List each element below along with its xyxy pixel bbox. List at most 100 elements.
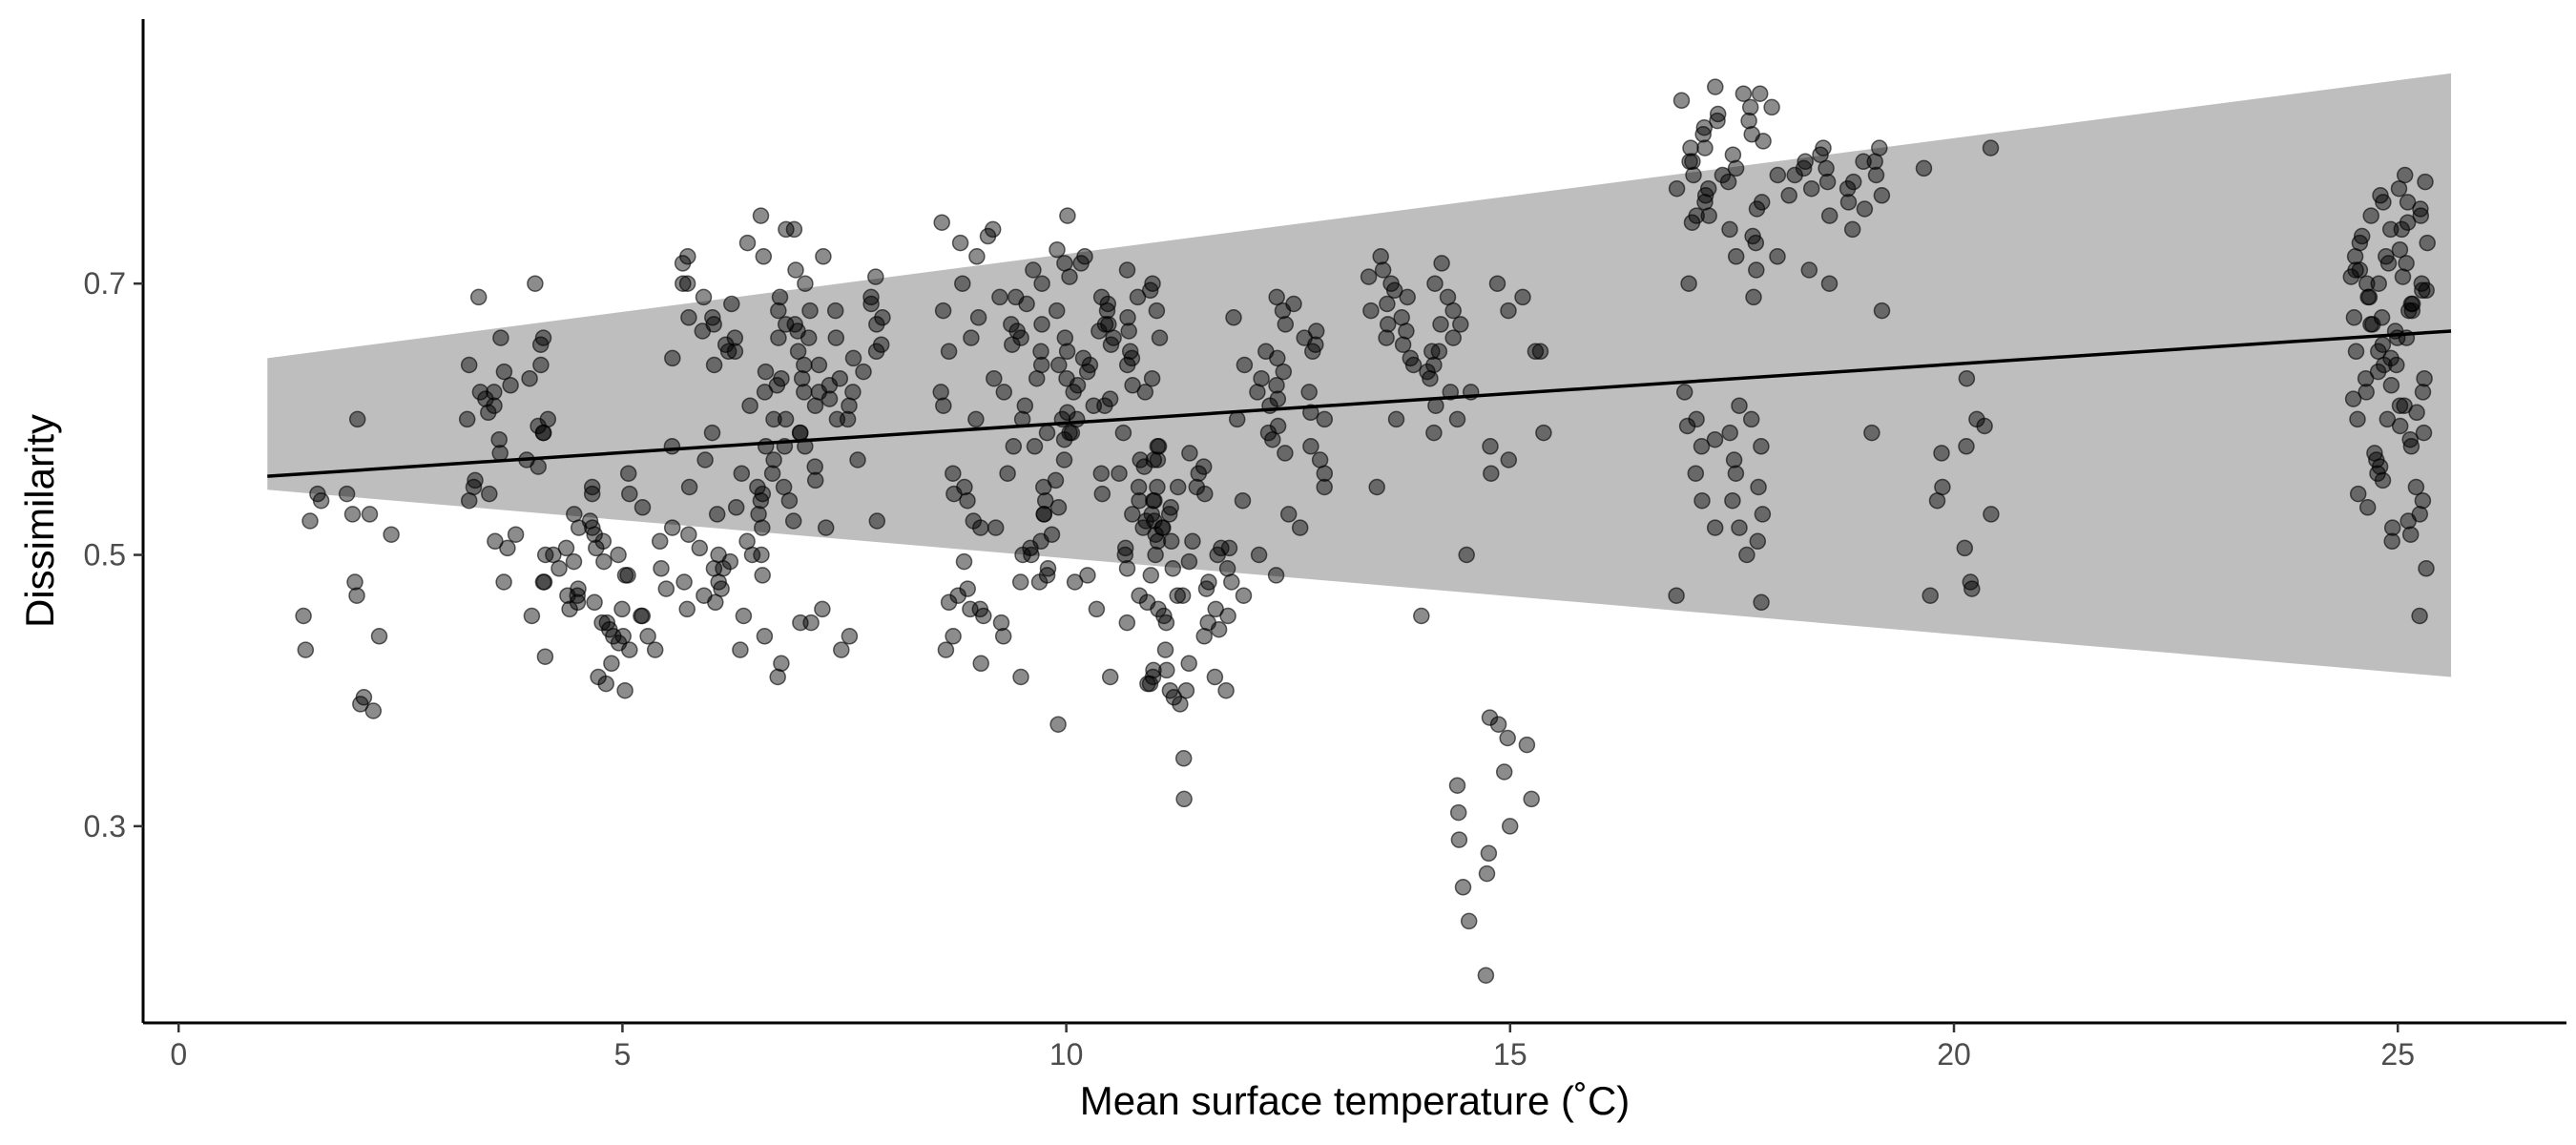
data-point <box>1843 220 1861 239</box>
data-point <box>678 600 696 618</box>
data-point <box>1745 288 1762 306</box>
data-point <box>1154 519 1172 536</box>
data-point <box>583 485 601 503</box>
data-point <box>2383 519 2401 536</box>
data-point <box>531 336 550 353</box>
y-axis-title: Dissimilarity <box>17 414 62 628</box>
data-point <box>945 485 963 503</box>
data-point <box>797 275 814 292</box>
data-point <box>1234 491 1252 510</box>
data-point <box>1091 323 1108 340</box>
data-point <box>785 220 803 239</box>
data-point <box>1118 560 1136 577</box>
data-point <box>646 641 664 658</box>
data-point <box>1004 336 1021 353</box>
data-point <box>663 438 681 455</box>
data-point <box>467 471 484 489</box>
data-point <box>945 465 962 482</box>
data-point <box>826 302 844 320</box>
data-point <box>1724 491 1741 510</box>
data-point <box>1061 268 1078 285</box>
data-point <box>471 384 489 401</box>
data-point <box>1055 430 1073 448</box>
data-point <box>831 369 849 387</box>
data-point <box>1277 445 1294 462</box>
data-point <box>1962 573 1980 591</box>
data-point <box>1005 438 1023 455</box>
data-point <box>1268 288 1285 306</box>
data-point <box>971 600 989 618</box>
data-point <box>1096 316 1114 333</box>
data-point <box>1088 600 1106 618</box>
data-point <box>2412 207 2430 224</box>
data-point <box>492 329 509 346</box>
data-point <box>1228 410 1246 428</box>
data-point <box>999 465 1016 482</box>
data-point <box>458 410 476 428</box>
data-point <box>680 526 697 543</box>
data-point <box>1802 179 1820 198</box>
data-point <box>1065 384 1082 401</box>
data-point <box>1277 316 1295 333</box>
data-point <box>696 451 714 468</box>
data-point <box>849 451 866 468</box>
data-point <box>616 681 634 699</box>
data-point <box>348 587 365 604</box>
data-point <box>752 207 770 224</box>
data-point <box>521 369 538 387</box>
data-point <box>338 485 356 503</box>
data-point <box>986 369 1003 387</box>
data-point <box>1174 587 1192 604</box>
data-point <box>1672 92 1691 110</box>
data-point <box>1725 451 1743 468</box>
data-point <box>703 424 721 442</box>
data-point <box>2394 268 2412 285</box>
data-point <box>841 628 859 645</box>
data-point <box>1378 329 1395 346</box>
data-point <box>937 641 955 658</box>
data-point <box>663 519 681 536</box>
data-point <box>1820 275 1839 292</box>
data-point <box>1480 844 1498 863</box>
data-point <box>1748 261 1765 279</box>
data-point <box>1304 343 1321 361</box>
data-point <box>2358 384 2375 401</box>
data-point <box>1751 85 1769 102</box>
data-point <box>1269 349 1286 367</box>
data-point <box>1148 302 1166 320</box>
data-point <box>806 458 823 475</box>
data-point <box>2402 438 2420 455</box>
data-point <box>945 628 962 645</box>
data-point <box>1102 336 1120 353</box>
data-point <box>532 356 550 374</box>
data-point <box>972 519 989 536</box>
data-point <box>1683 214 1701 231</box>
data-point <box>1118 614 1136 632</box>
data-point <box>680 309 697 326</box>
data-point <box>1016 397 1034 414</box>
data-point <box>995 384 1013 401</box>
data-point <box>361 506 379 523</box>
data-point <box>806 397 824 414</box>
data-point <box>1118 356 1136 374</box>
data-point <box>756 628 774 645</box>
data-point <box>1055 451 1073 468</box>
data-point <box>1709 105 1727 123</box>
data-point <box>1169 587 1186 604</box>
data-point <box>1158 661 1175 679</box>
x-axis-title: Mean surface temperature (˚C) <box>1080 1078 1631 1123</box>
data-point <box>1747 234 1765 252</box>
data-point <box>1032 356 1050 374</box>
data-point <box>1495 763 1513 781</box>
data-point <box>1738 546 1755 564</box>
data-point <box>619 465 637 482</box>
data-point <box>2407 478 2425 496</box>
data-point <box>2375 194 2392 211</box>
y-tick-label: 0.7 <box>84 266 126 301</box>
data-point <box>1482 438 1499 455</box>
data-point <box>469 288 488 306</box>
data-point <box>610 546 627 564</box>
data-point <box>1696 139 1714 156</box>
data-point <box>1049 499 1068 516</box>
data-point <box>1058 343 1076 361</box>
